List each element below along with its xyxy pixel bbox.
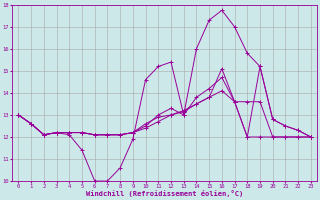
- X-axis label: Windchill (Refroidissement éolien,°C): Windchill (Refroidissement éolien,°C): [86, 190, 243, 197]
